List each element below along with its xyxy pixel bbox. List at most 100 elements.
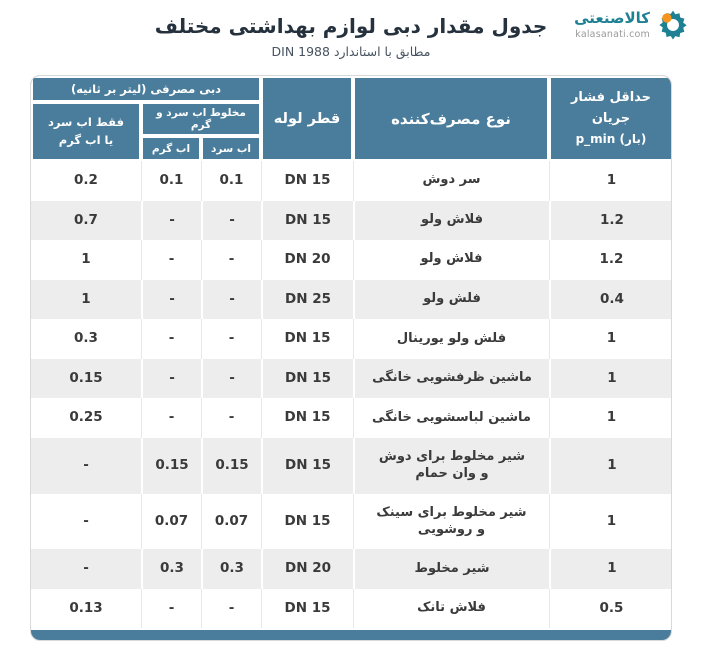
flow-rate-table: حداقل فشار جریان p_min (بار) نوع مصرف‌کن… [31, 76, 671, 629]
pressure-header-line2: p_min (بار) [575, 131, 647, 146]
cell-pressure: 1 [549, 358, 671, 399]
table-row: 0.4 فلش ولو DN 25 - - 1 [31, 279, 671, 320]
cell-pipe-diameter: DN 15 [261, 161, 353, 201]
cell-consumer: شیر مخلوط برای دوش و وان حمام [353, 437, 549, 494]
cell-cold-water: - [201, 200, 261, 241]
logo: کالاصنعتی kalasanati.com [574, 8, 690, 42]
cell-consumer: فلش ولو [353, 279, 549, 320]
cell-hot-water: 0.07 [141, 493, 201, 550]
cell-hot-water: - [141, 279, 201, 320]
cell-cold-water: 0.3 [201, 549, 261, 589]
cell-pressure: 1 [549, 398, 671, 438]
table-row: 1 ماشین ظرفشویی خانگی DN 15 - - 0.15 [31, 358, 671, 399]
cell-cold-water: 0.15 [201, 437, 261, 494]
cell-pipe-diameter: DN 15 [261, 398, 353, 438]
cell-hot-water: - [141, 398, 201, 438]
column-header-pipe-diameter: قطر لوله [261, 76, 353, 161]
table-row: 1 ماشین لباسشویی خانگی DN 15 - - 0.25 [31, 398, 671, 438]
cell-pressure: 1.2 [549, 240, 671, 280]
cell-consumer: شیر مخلوط برای سینک و روشویی [353, 493, 549, 550]
cell-pipe-diameter: DN 25 [261, 279, 353, 320]
table-header: حداقل فشار جریان p_min (بار) نوع مصرف‌کن… [31, 76, 671, 161]
cell-hot-water: 0.3 [141, 549, 201, 589]
cell-pipe-diameter: DN 15 [261, 358, 353, 399]
cell-consumer: فلاش ولو [353, 240, 549, 280]
cell-consumer: سر دوش [353, 161, 549, 201]
cell-hot-water: - [141, 200, 201, 241]
cell-cold-water: - [201, 398, 261, 438]
cell-pressure: 1.2 [549, 200, 671, 241]
column-header-consumer: نوع مصرف‌کننده [353, 76, 549, 161]
cell-hot-water: 0.15 [141, 437, 201, 494]
cell-consumer: شیر مخلوط [353, 549, 549, 589]
cell-only-cold-or-hot: - [83, 456, 89, 473]
page-title: جدول مقدار دبی لوازم بهداشتی مختلف [154, 14, 548, 38]
column-header-hot-water: اب گرم [141, 136, 201, 161]
cell-only-cold-or-hot: 0.13 [69, 599, 103, 616]
cell-only-cold-or-hot: - [83, 512, 89, 529]
cell-pressure: 0.4 [549, 279, 671, 320]
cell-consumer: ماشین لباسشویی خانگی [353, 398, 549, 438]
cell-only-cold-or-hot: 0.7 [74, 211, 98, 228]
cell-cold-water: - [201, 588, 261, 629]
column-header-cold-water: اب سرد [201, 136, 261, 161]
cell-cold-water: 0.07 [201, 493, 261, 550]
cell-pressure: 1 [549, 493, 671, 550]
cell-cold-water: - [201, 358, 261, 399]
cell-hot-water: - [141, 240, 201, 280]
footer-accent-bar [31, 628, 671, 641]
cell-consumer: فلش ولو یورینال [353, 319, 549, 359]
table-row: 1.2 فلاش ولو DN 20 - - 1 [31, 240, 671, 280]
cell-hot-water: - [141, 588, 201, 629]
cell-pipe-diameter: DN 15 [261, 319, 353, 359]
gear-icon [656, 8, 690, 42]
cell-only-cold-or-hot: 0.25 [69, 409, 103, 426]
cell-hot-water: - [141, 319, 201, 359]
page-subtitle: مطابق با استاندارد DIN 1988 [271, 44, 431, 59]
cell-consumer: فلاش تانک [353, 588, 549, 629]
cell-pipe-diameter: DN 15 [261, 437, 353, 494]
column-header-mixed-water: مخلوط اب سرد و گرم [141, 102, 261, 136]
cell-only-cold-or-hot: 0.15 [69, 369, 103, 386]
pressure-header-line1: حداقل فشار جریان [570, 90, 652, 126]
cell-pipe-diameter: DN 20 [261, 549, 353, 589]
table-row: 0.5 فلاش تانک DN 15 - - 0.13 [31, 588, 671, 629]
cell-cold-water: 0.1 [201, 161, 261, 201]
cell-only-cold-or-hot: 0.2 [74, 172, 98, 188]
cell-pipe-diameter: DN 15 [261, 588, 353, 629]
cell-pipe-diameter: DN 15 [261, 200, 353, 241]
table-body: 1 سر دوش DN 15 0.1 0.1 0.2 1.2 فلاش ولو … [31, 161, 671, 629]
cell-consumer: ماشین ظرفشویی خانگی [353, 358, 549, 399]
cell-only-cold-or-hot: 1 [81, 290, 91, 307]
logo-brand-name: کالاصنعتی [574, 9, 650, 28]
cell-only-cold-or-hot: 1 [81, 251, 91, 268]
logo-text: کالاصنعتی kalasanati.com [574, 10, 650, 40]
table-row: 1 شیر مخلوط برای سینک و روشویی DN 15 0.0… [31, 493, 671, 550]
cell-only-cold-or-hot: 0.3 [74, 330, 98, 347]
cell-pressure: 1 [549, 437, 671, 494]
cell-pipe-diameter: DN 20 [261, 240, 353, 280]
cell-cold-water: - [201, 319, 261, 359]
table-row: 1 سر دوش DN 15 0.1 0.1 0.2 [31, 161, 671, 201]
cell-hot-water: 0.1 [141, 161, 201, 201]
column-header-flow-group: دبی مصرفی (لیتر بر ثانیه) [31, 76, 261, 102]
cell-pressure: 0.5 [549, 588, 671, 629]
cell-hot-water: - [141, 358, 201, 399]
flow-rate-table-card: حداقل فشار جریان p_min (بار) نوع مصرف‌کن… [30, 75, 672, 642]
masthead: جدول مقدار دبی لوازم بهداشتی مختلف مطابق… [0, 0, 702, 59]
cell-pressure: 1 [549, 319, 671, 359]
cell-pressure: 1 [549, 161, 671, 201]
table-row: 1 فلش ولو یورینال DN 15 - - 0.3 [31, 319, 671, 359]
cell-cold-water: - [201, 240, 261, 280]
cell-pressure: 1 [549, 549, 671, 589]
column-header-pressure: حداقل فشار جریان p_min (بار) [549, 76, 671, 161]
column-header-only-cold-or-hot: فقط اب سرد یا اب گرم [31, 102, 141, 161]
cell-pipe-diameter: DN 15 [261, 493, 353, 550]
cell-consumer: فلاش ولو [353, 200, 549, 241]
table-row: 1 شیر مخلوط DN 20 0.3 0.3 - [31, 549, 671, 589]
cell-only-cold-or-hot: - [83, 560, 89, 577]
table-row: 1.2 فلاش ولو DN 15 - - 0.7 [31, 200, 671, 241]
cell-cold-water: - [201, 279, 261, 320]
table-row: 1 شیر مخلوط برای دوش و وان حمام DN 15 0.… [31, 437, 671, 494]
